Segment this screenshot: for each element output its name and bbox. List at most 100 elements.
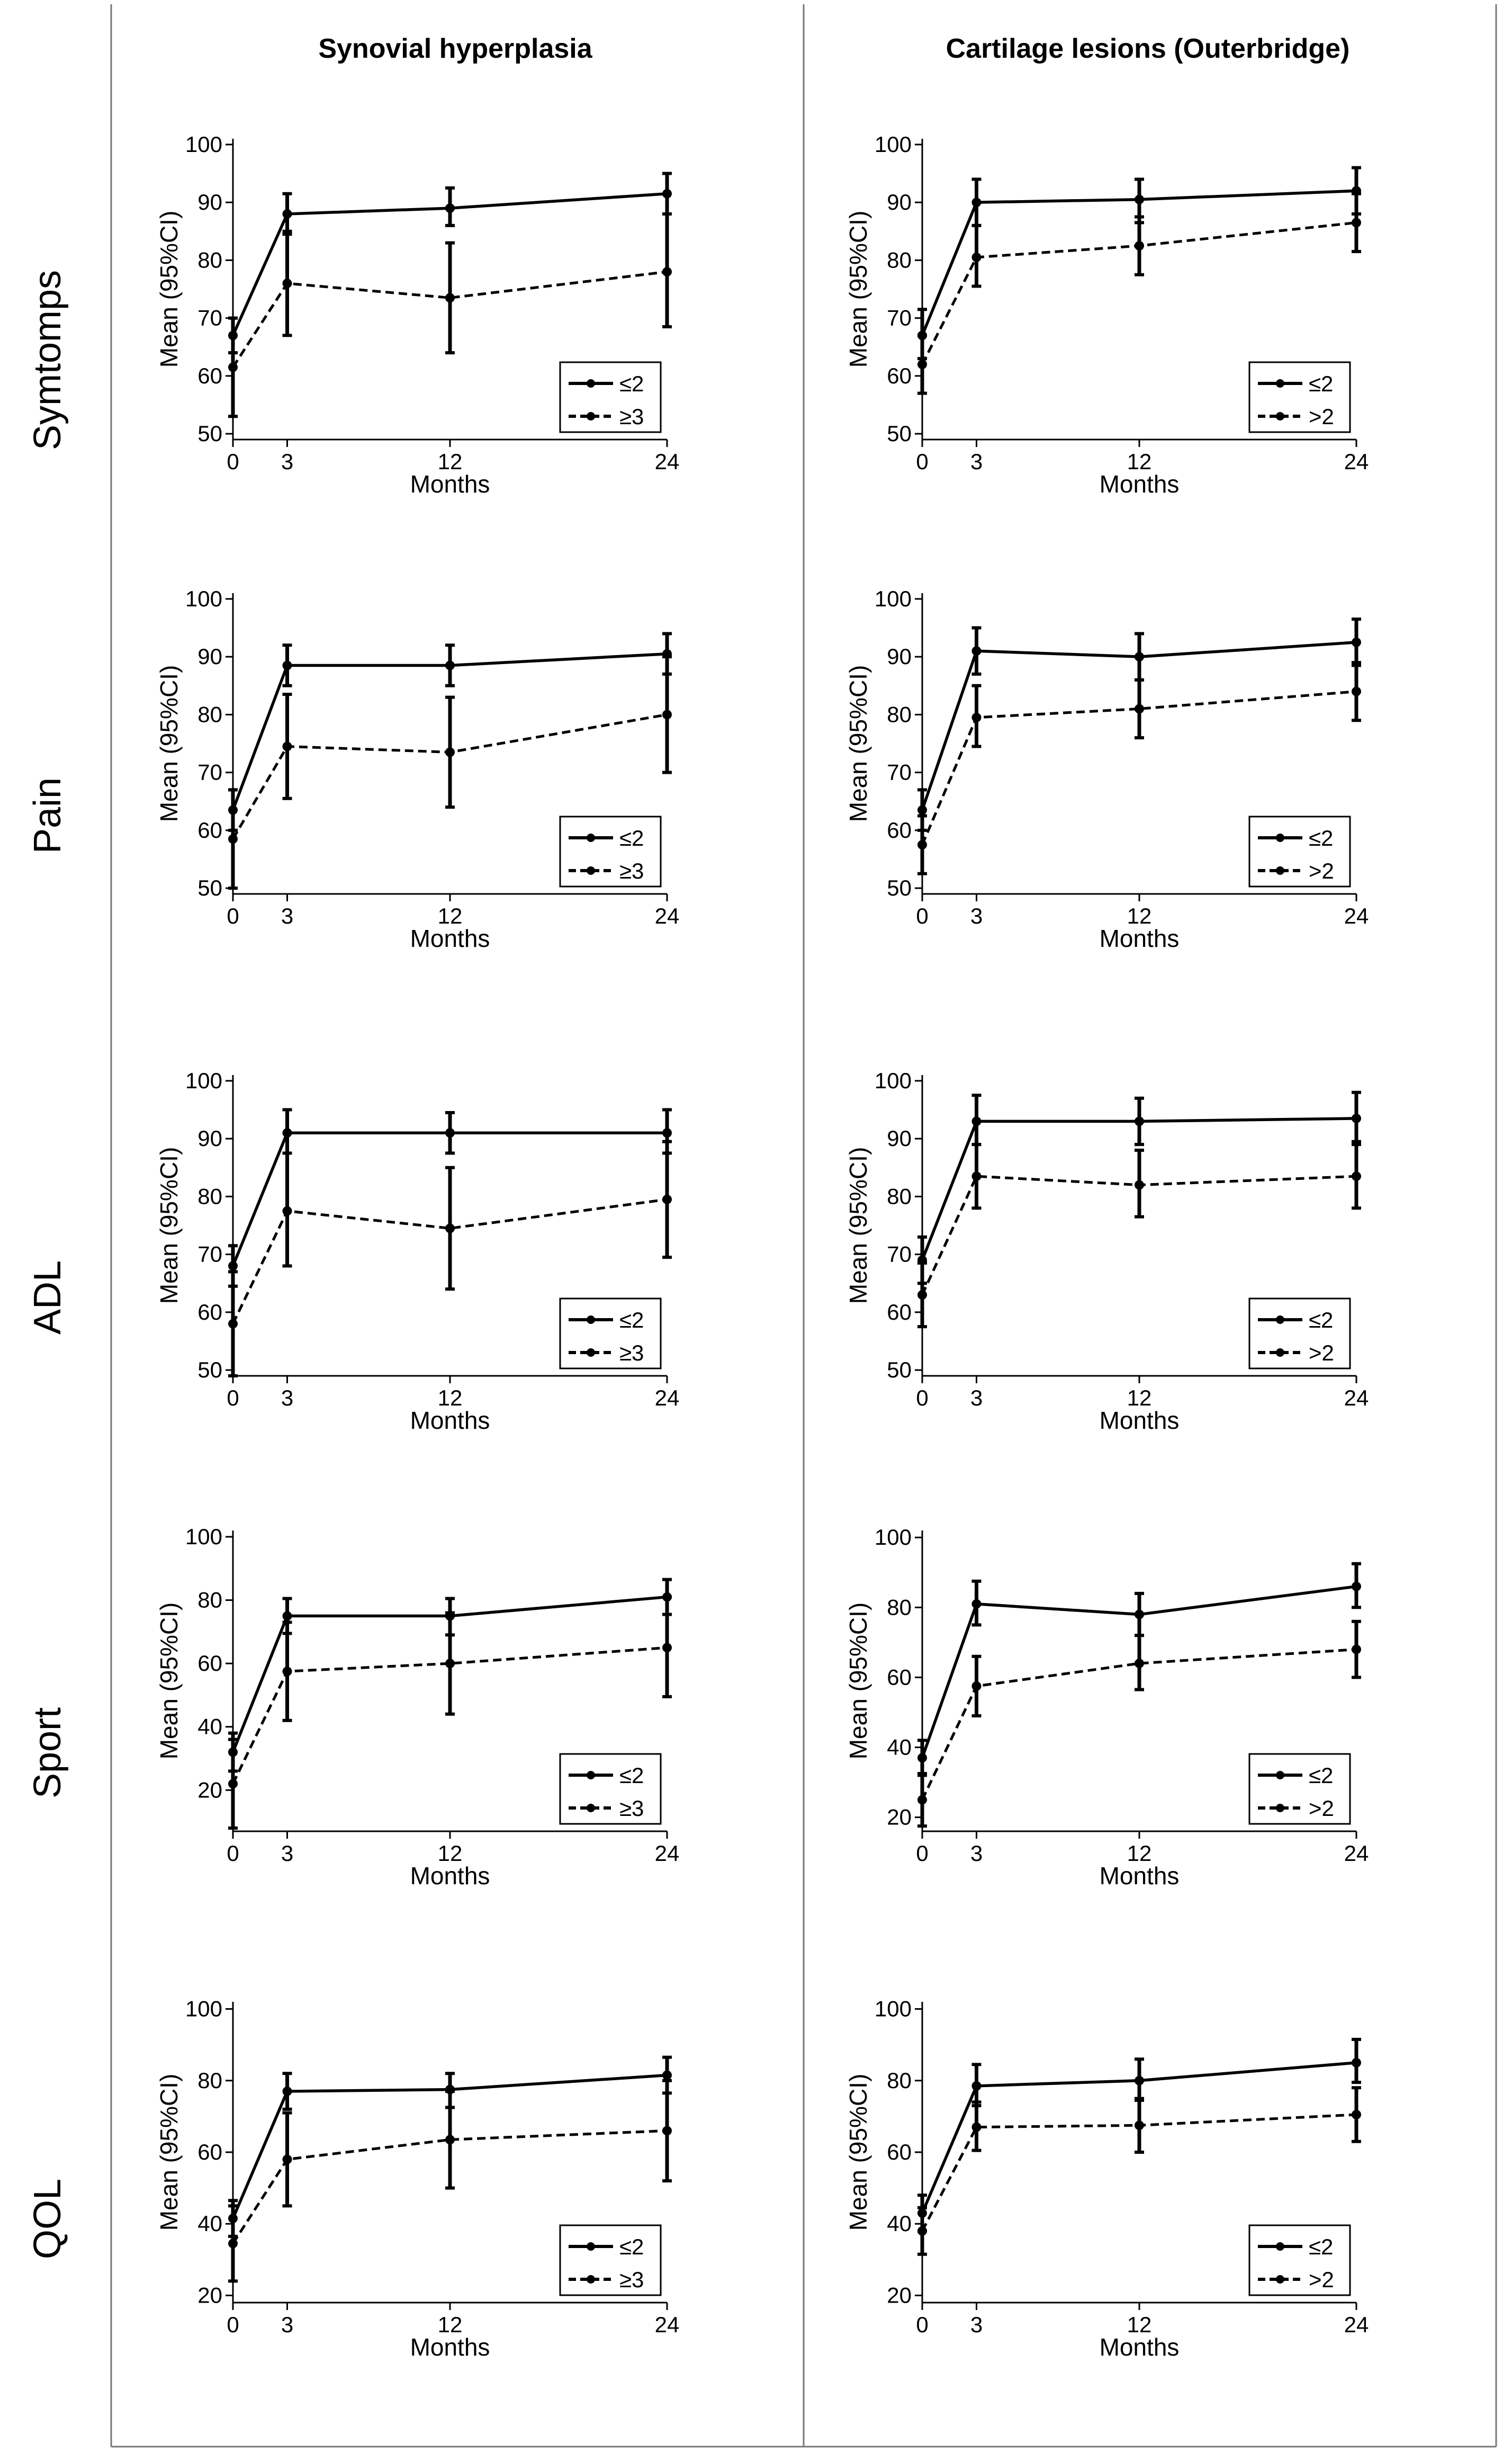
x-tick-label: 12 bbox=[438, 1841, 463, 1866]
legend-label: ≤2 bbox=[1309, 1763, 1333, 1788]
legend-label: ≤2 bbox=[619, 371, 644, 396]
legend-box bbox=[559, 2224, 662, 2296]
x-tick-label: 0 bbox=[227, 1385, 239, 1410]
x-axis-label: Months bbox=[1100, 1407, 1180, 1434]
legend-box bbox=[1248, 1297, 1351, 1369]
series-line-2 bbox=[231, 1198, 668, 1324]
data-point bbox=[228, 1779, 238, 1789]
y-tick-label: 100 bbox=[185, 1068, 222, 1093]
data-point bbox=[1135, 652, 1144, 662]
y-tick-label: 80 bbox=[887, 1184, 912, 1208]
data-point bbox=[1352, 2057, 1361, 2067]
data-point bbox=[1352, 2110, 1361, 2119]
series-line-1 bbox=[231, 192, 668, 336]
legend-box bbox=[559, 361, 662, 433]
y-axis-label: Mean (95%CI) bbox=[155, 1602, 183, 1760]
data-point bbox=[971, 1681, 982, 1691]
data-point bbox=[1135, 704, 1144, 714]
data-point bbox=[917, 840, 927, 850]
y-tick-label: 20 bbox=[887, 2282, 912, 2307]
y-tick-label: 40 bbox=[197, 2211, 222, 2236]
legend-box bbox=[559, 1753, 662, 1825]
chart-panel-10: 20 40 60 80 100 0 3 12 24 Months Mean (95%CI) ≤2 >2 bbox=[844, 1997, 1369, 2361]
chart-panel-9: 20 40 60 80 100 0 3 12 24 Months Mean (95%CI) ≤2 ≥3 bbox=[155, 1997, 679, 2361]
y-tick-label: 50 bbox=[887, 421, 912, 446]
x-tick-label: 3 bbox=[970, 1841, 983, 1866]
data-point bbox=[1352, 637, 1361, 647]
data-point bbox=[971, 646, 982, 656]
legend-label: ≤2 bbox=[619, 1308, 644, 1332]
series-line-2 bbox=[921, 1648, 1357, 1801]
y-tick-label: 20 bbox=[197, 1777, 222, 1802]
y-tick-label: 60 bbox=[887, 818, 912, 843]
data-point bbox=[917, 1753, 927, 1763]
legend-label: ≥3 bbox=[619, 404, 644, 429]
y-tick-label: 100 bbox=[185, 132, 222, 157]
data-point bbox=[282, 741, 292, 751]
chart-panel-8: 20 40 60 80 100 0 3 12 24 Months Mean (95%CI) ≤2 >2 bbox=[844, 1525, 1369, 1890]
data-point bbox=[445, 1223, 455, 1233]
legend-marker bbox=[587, 379, 595, 388]
x-tick-label: 24 bbox=[655, 903, 680, 928]
legend-marker bbox=[587, 1315, 595, 1324]
legend-label: >2 bbox=[1309, 858, 1334, 883]
legend-label: ≤2 bbox=[1309, 2234, 1333, 2259]
x-tick-label: 24 bbox=[1344, 449, 1369, 474]
legend-marker bbox=[587, 1771, 595, 1779]
legend-label: ≥3 bbox=[619, 1340, 644, 1365]
y-tick-label: 60 bbox=[197, 1300, 222, 1324]
y-tick-label: 50 bbox=[887, 1357, 912, 1382]
legend-marker bbox=[1276, 2242, 1284, 2251]
legend-label: ≥3 bbox=[619, 858, 644, 883]
x-tick-label: 24 bbox=[1344, 903, 1369, 928]
data-point bbox=[1135, 1609, 1144, 1619]
y-tick-label: 60 bbox=[887, 1664, 912, 1689]
y-tick-label: 70 bbox=[887, 306, 912, 330]
legend-label: ≤2 bbox=[619, 1763, 644, 1788]
data-point bbox=[971, 1171, 982, 1181]
x-tick-label: 3 bbox=[281, 1385, 293, 1410]
legend-label: >2 bbox=[1309, 1340, 1334, 1365]
y-tick-label: 80 bbox=[887, 2068, 912, 2093]
y-tick-label: 60 bbox=[887, 2139, 912, 2164]
data-point bbox=[1352, 1113, 1361, 1123]
y-tick-label: 60 bbox=[887, 1300, 912, 1324]
y-tick-label: 80 bbox=[197, 1588, 222, 1613]
x-tick-label: 12 bbox=[1127, 2312, 1152, 2337]
data-point bbox=[971, 198, 982, 208]
data-point bbox=[662, 189, 672, 199]
y-tick-label: 70 bbox=[887, 1242, 912, 1267]
legend-marker bbox=[1276, 2275, 1284, 2284]
y-tick-label: 100 bbox=[875, 586, 912, 611]
legend-marker bbox=[1276, 1771, 1284, 1779]
y-tick-label: 40 bbox=[887, 2211, 912, 2236]
x-tick-label: 3 bbox=[281, 1841, 293, 1866]
x-tick-label: 0 bbox=[916, 1841, 928, 1866]
legend-box bbox=[1248, 816, 1351, 888]
data-point bbox=[917, 1290, 927, 1300]
x-tick-label: 12 bbox=[438, 903, 463, 928]
data-point bbox=[1135, 194, 1144, 204]
series-line-2 bbox=[921, 2113, 1357, 2232]
y-tick-label: 90 bbox=[197, 644, 222, 669]
x-axis-label: Months bbox=[410, 470, 490, 498]
y-axis-label: Mean (95%CI) bbox=[844, 1147, 872, 1304]
data-point bbox=[445, 2135, 455, 2145]
y-tick-label: 80 bbox=[197, 247, 222, 272]
y-axis-label: Mean (95%CI) bbox=[844, 1602, 872, 1760]
data-point bbox=[971, 252, 982, 262]
legend-marker bbox=[587, 2275, 595, 2284]
y-tick-label: 50 bbox=[197, 1357, 222, 1382]
series-line-2 bbox=[921, 221, 1357, 365]
legend-marker bbox=[1276, 412, 1284, 420]
data-point bbox=[228, 1261, 238, 1271]
y-tick-label: 20 bbox=[887, 1805, 912, 1830]
x-axis-label: Months bbox=[1100, 925, 1180, 952]
data-point bbox=[282, 1206, 292, 1216]
y-tick-label: 100 bbox=[185, 586, 222, 611]
data-point bbox=[662, 267, 672, 277]
x-tick-label: 24 bbox=[655, 2312, 680, 2337]
y-tick-label: 70 bbox=[197, 1242, 222, 1267]
x-tick-label: 3 bbox=[970, 903, 983, 928]
data-point bbox=[228, 1319, 238, 1329]
